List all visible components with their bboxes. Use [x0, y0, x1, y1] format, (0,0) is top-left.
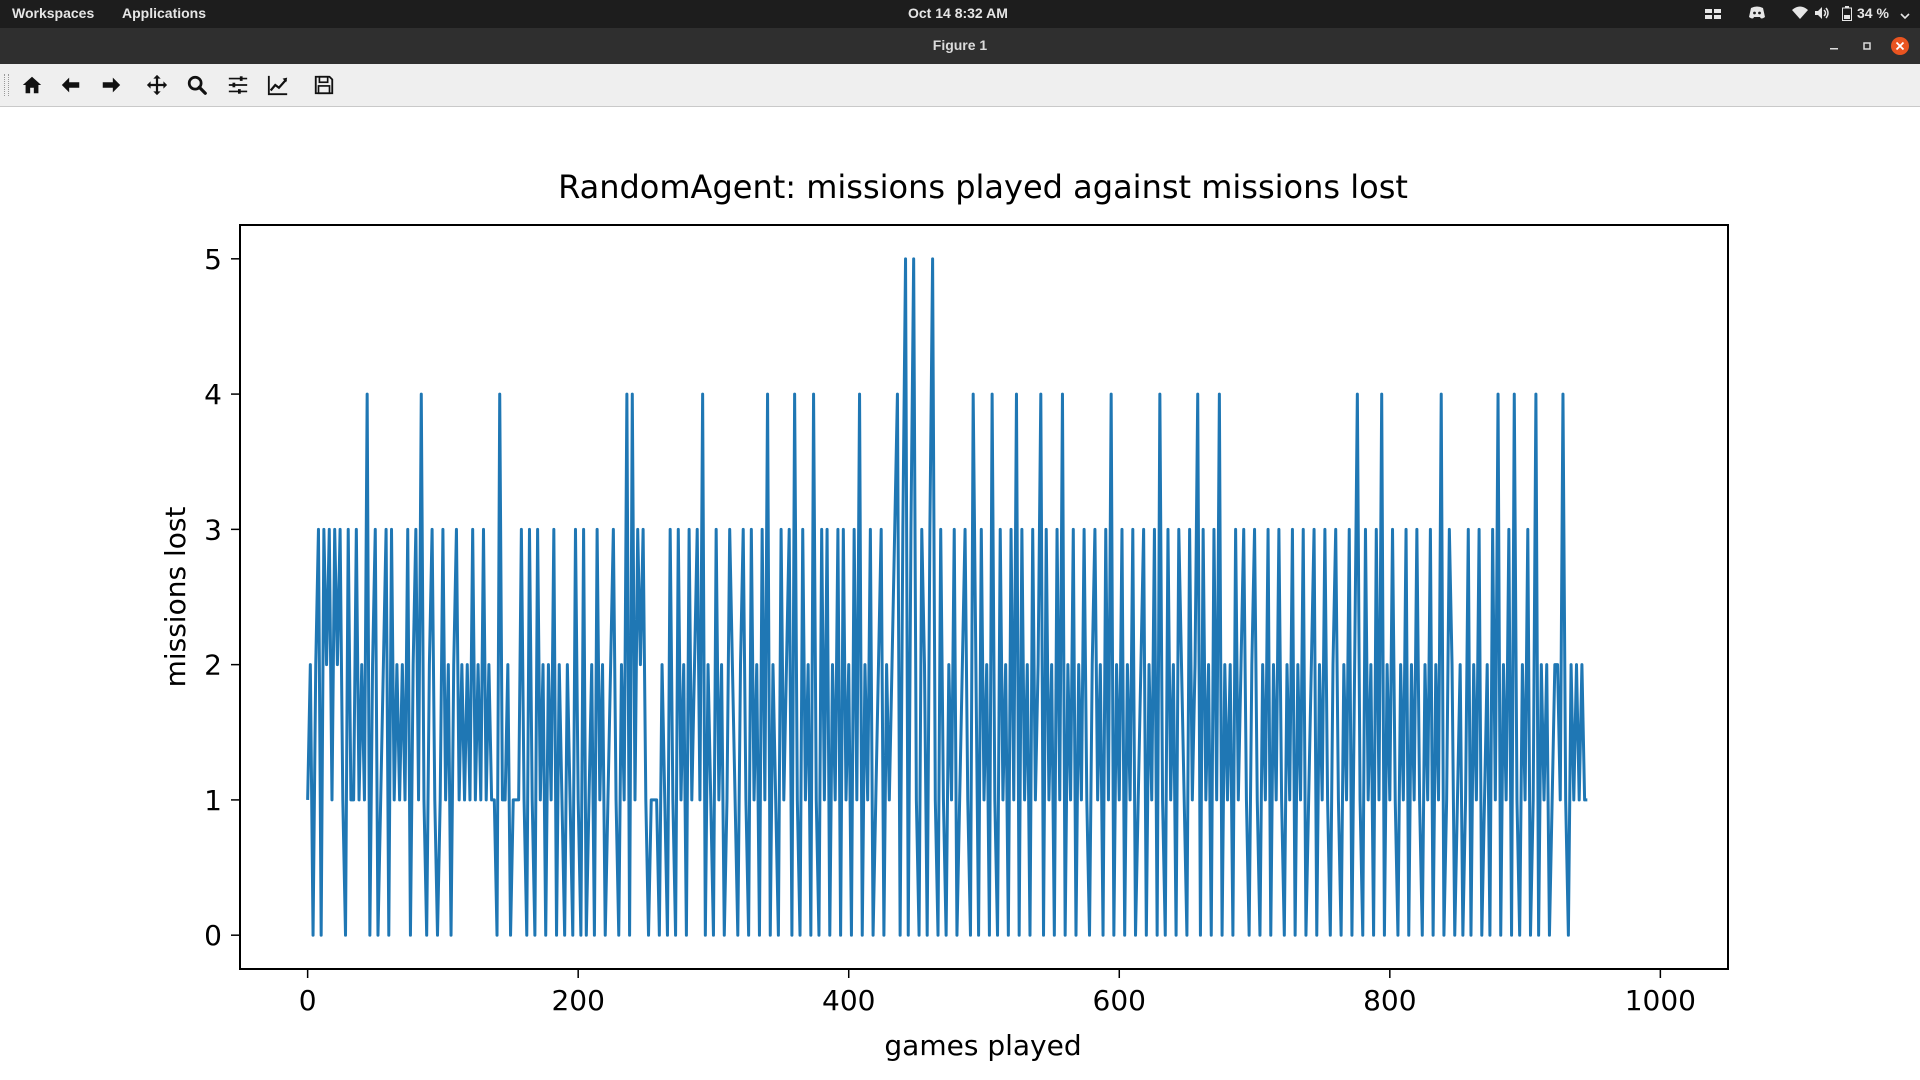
axes-frame	[239, 224, 1729, 970]
y-tick-label: 4	[204, 378, 222, 411]
toolbar-grip[interactable]	[4, 74, 9, 96]
plot-area	[306, 257, 1588, 937]
y-tick-label: 5	[204, 243, 222, 276]
minimize-button[interactable]	[1824, 36, 1844, 56]
zoom-button[interactable]	[183, 72, 211, 98]
y-axis-ticks: 0 1 2 3 4 5	[204, 243, 240, 952]
back-arrow-icon	[61, 77, 80, 93]
x-tick-label: 1000	[1625, 984, 1696, 1017]
x-tick-label: 400	[822, 984, 875, 1017]
save-button[interactable]	[310, 72, 338, 98]
volume-icon[interactable]	[1814, 6, 1830, 20]
discord-icon[interactable]	[1748, 6, 1766, 20]
forward-arrow-icon	[102, 77, 121, 93]
save-floppy-icon	[314, 75, 334, 95]
subplots-sliders-icon	[228, 76, 248, 94]
edit-axis-icon	[267, 75, 288, 96]
x-tick-label: 800	[1363, 984, 1416, 1017]
clock[interactable]: Oct 14 8:32 AM	[908, 5, 1008, 21]
wifi-icon[interactable]	[1792, 6, 1808, 20]
close-button[interactable]	[1890, 36, 1910, 56]
window-title-bar[interactable]: Figure 1	[0, 28, 1920, 64]
x-axis-label: games played	[884, 1029, 1081, 1062]
y-tick-label: 3	[204, 513, 222, 546]
pan-move-icon	[146, 74, 168, 96]
x-tick-label: 200	[551, 984, 604, 1017]
zoom-magnifier-icon	[187, 75, 207, 95]
forward-button[interactable]	[97, 72, 125, 98]
series-line-0	[306, 257, 1588, 937]
y-tick-label: 0	[204, 919, 222, 952]
y-axis-label: missions lost	[159, 507, 192, 688]
subplots-button[interactable]	[224, 72, 252, 98]
y-tick-label: 2	[204, 649, 222, 682]
system-top-bar: Workspaces Applications Oct 14 8:32 AM 3…	[0, 0, 1920, 28]
workspaces-menu[interactable]: Workspaces	[12, 5, 95, 21]
applications-menu[interactable]: Applications	[122, 5, 207, 21]
window-title: Figure 1	[932, 37, 988, 53]
x-tick-label: 0	[299, 984, 317, 1017]
minimize-icon	[1830, 48, 1838, 50]
y-tick-label: 1	[204, 784, 222, 817]
window-switcher-icon[interactable]	[1705, 7, 1721, 19]
matplotlib-toolbar	[0, 64, 1920, 107]
maximize-icon	[1863, 42, 1871, 50]
chevron-down-icon[interactable]	[1900, 8, 1910, 20]
edit-axis-button[interactable]	[264, 72, 292, 98]
battery-percent: 34 %	[1857, 5, 1889, 21]
x-axis-ticks: 0 200 400 600 800 1000	[299, 969, 1696, 1017]
battery-icon[interactable]	[1842, 6, 1852, 21]
back-button[interactable]	[57, 72, 85, 98]
maximize-button[interactable]	[1857, 36, 1877, 56]
close-icon	[1891, 37, 1909, 55]
x-tick-label: 600	[1093, 984, 1146, 1017]
figure-canvas[interactable]: RandomAgent: missions played against mis…	[0, 107, 1920, 1080]
chart-title: RandomAgent: missions played against mis…	[558, 168, 1408, 206]
pan-button[interactable]	[143, 72, 171, 98]
home-icon	[22, 76, 42, 94]
home-button[interactable]	[18, 72, 46, 98]
